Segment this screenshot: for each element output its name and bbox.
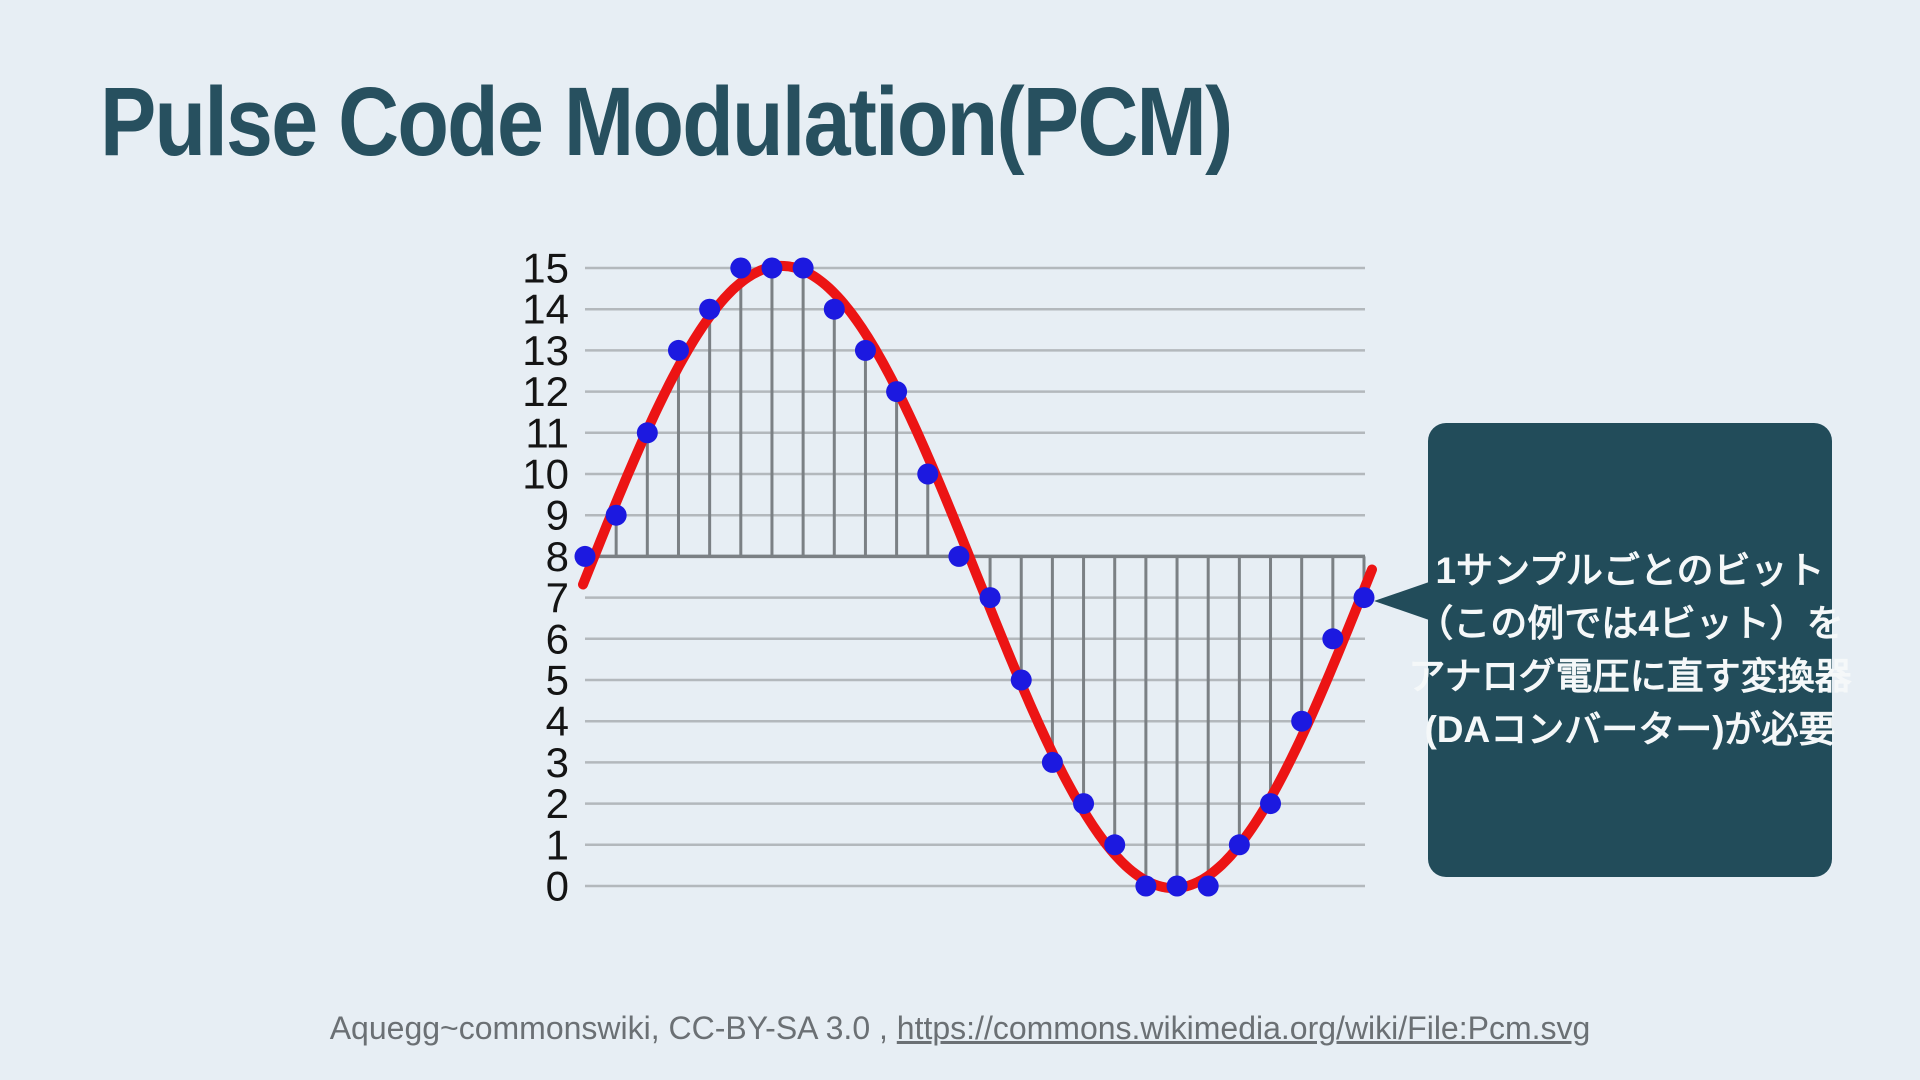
callout-text-line: 1サンプルごとのビット	[1435, 550, 1825, 591]
y-tick-label: 5	[546, 657, 569, 704]
sample-dot	[605, 504, 627, 526]
sample-dot	[667, 339, 689, 361]
page-title: Pulse Code Modulation(PCM)	[100, 67, 1233, 176]
attribution-link[interactable]: https://commons.wikimedia.org/wiki/File:…	[896, 1010, 1591, 1046]
sample-dot	[1260, 793, 1282, 815]
y-tick-label: 9	[546, 492, 569, 539]
sample-dot	[792, 257, 814, 279]
sample-dot	[1228, 834, 1250, 856]
sample-dot	[917, 463, 939, 485]
sample-dot	[1353, 587, 1375, 609]
sample-dot	[1322, 628, 1344, 650]
sample-dot	[1197, 875, 1219, 897]
sample-dot	[979, 587, 1001, 609]
attribution: Aquegg~commonswiki, CC-BY-SA 3.0 , https…	[0, 1010, 1920, 1047]
sample-dot	[1135, 875, 1157, 897]
y-tick-label: 0	[546, 863, 569, 910]
callout-text-line: （この例では4ビット）を	[1416, 603, 1844, 644]
sample-dot	[730, 257, 752, 279]
sample-dot	[1166, 875, 1188, 897]
analog-wave	[578, 260, 1377, 894]
y-tick-label: 14	[522, 286, 569, 333]
sample-dot	[886, 381, 908, 403]
y-tick-label: 1	[546, 821, 569, 868]
sample-dot	[948, 545, 970, 567]
y-tick-label: 7	[546, 574, 569, 621]
y-tick-label: 12	[522, 368, 569, 415]
sample-dot	[761, 257, 783, 279]
y-tick-label: 6	[546, 615, 569, 662]
y-tick-label: 3	[546, 739, 569, 786]
attribution-credit: Aquegg~commonswiki, CC-BY-SA 3.0 ,	[329, 1010, 897, 1046]
y-tick-label: 11	[525, 409, 569, 456]
sample-dot	[574, 545, 596, 567]
y-tick-label: 2	[546, 780, 569, 827]
sample-dot	[699, 298, 721, 320]
callout-text-line: アナログ電圧に直す変換器	[1408, 656, 1852, 697]
callout-text-line: (DAコンバーター)が必要	[1424, 709, 1836, 750]
y-tick-label: 4	[546, 698, 569, 745]
y-tick-label: 15	[522, 245, 569, 292]
y-tick-label: 13	[522, 327, 569, 374]
y-tick-label: 8	[546, 533, 569, 580]
sample-dot	[1073, 793, 1095, 815]
sample-dot	[854, 339, 876, 361]
sample-dot	[1104, 834, 1126, 856]
sample-dot	[1291, 710, 1313, 732]
sample-dot	[1010, 669, 1032, 691]
sample-dot	[823, 298, 845, 320]
sample-dot	[1041, 751, 1063, 773]
y-tick-label: 10	[522, 451, 569, 498]
callout-box: 1サンプルごとのビット （この例では4ビット）を アナログ電圧に直す変換器 (D…	[1408, 423, 1852, 877]
sample-dot	[636, 422, 658, 444]
